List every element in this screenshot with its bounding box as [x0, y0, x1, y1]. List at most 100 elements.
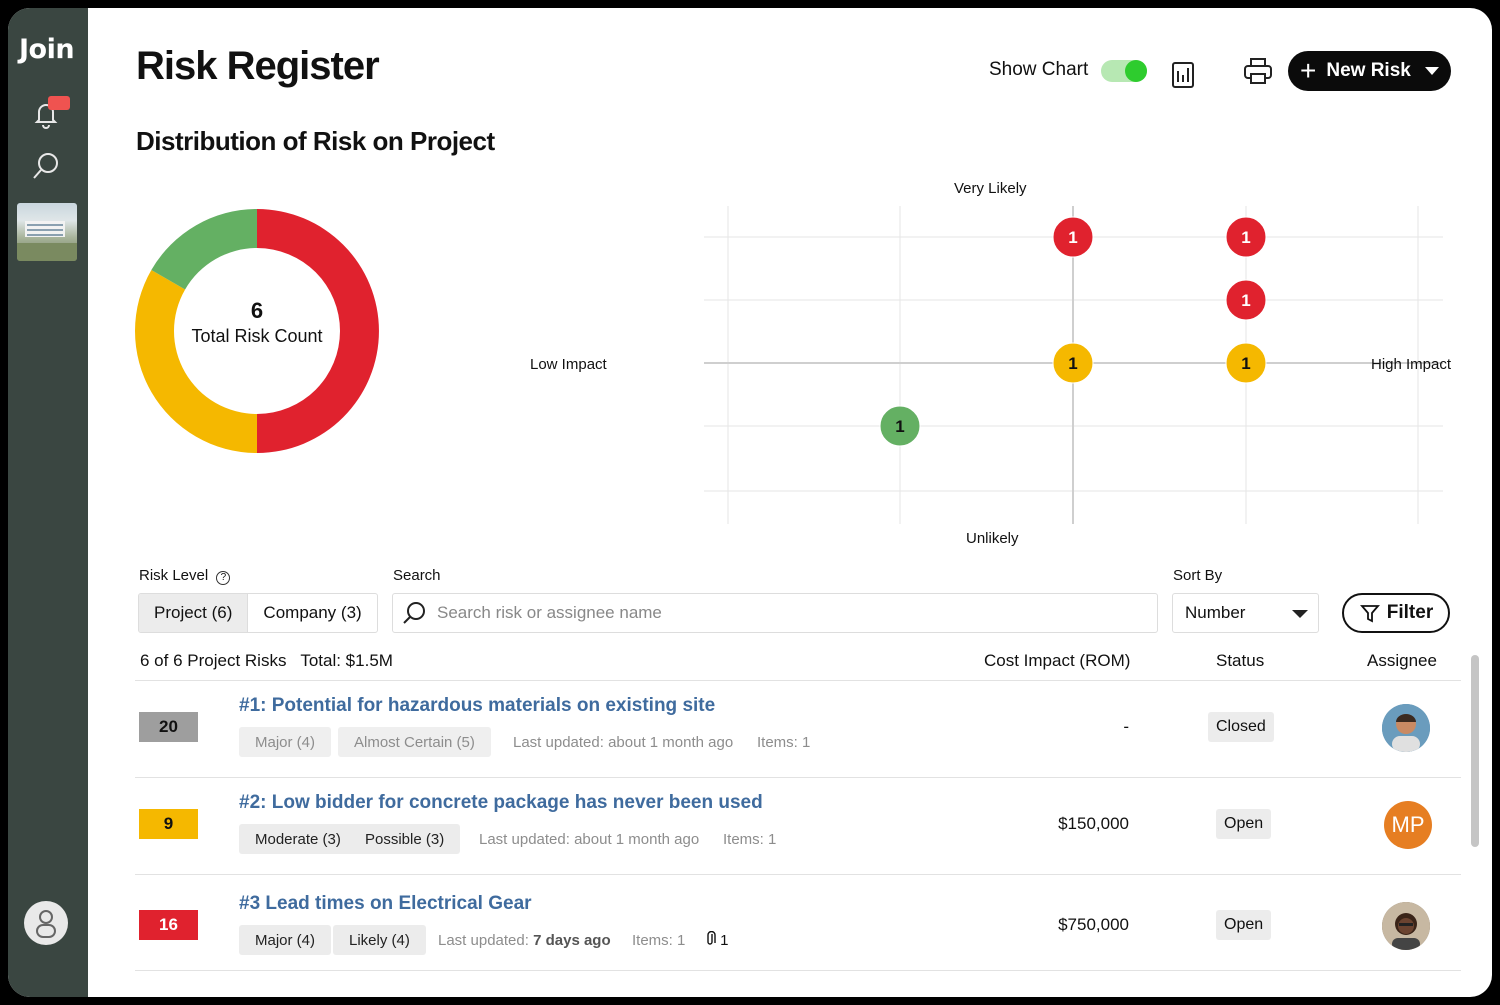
- donut-slice-1[interactable]: [135, 270, 257, 453]
- last-updated: Last updated: about 1 month ago: [479, 831, 700, 848]
- search-box: [392, 593, 1158, 633]
- impact-chip: Major (4): [239, 925, 332, 955]
- total-risk-label: Total Risk Count: [191, 326, 323, 346]
- segment-company[interactable]: Company (3): [263, 603, 362, 622]
- scrollbar[interactable]: [1471, 655, 1479, 847]
- total-risk-count: 6: [250, 298, 264, 323]
- attachment-count-value: 1: [720, 932, 729, 949]
- cost-impact: $750,000: [1058, 915, 1129, 934]
- matrix-point[interactable]: 1: [1225, 216, 1267, 258]
- y-label-bottom: Unlikely: [966, 530, 1019, 547]
- donut-svg: [135, 209, 379, 453]
- impact-chip: Major (4): [239, 727, 332, 757]
- search-label: Search: [393, 567, 441, 584]
- risk-level-text: Risk Level: [139, 567, 209, 584]
- help-icon[interactable]: ?: [216, 571, 231, 585]
- chevron-down-icon: [1292, 610, 1308, 618]
- items-count: Items: 1: [632, 932, 686, 949]
- matrix-point-label: 1: [1241, 291, 1250, 310]
- table-row[interactable]: 20 #1: Potential for hazardous materials…: [135, 681, 1461, 777]
- list-summary: 6 of 6 Project Risks Total: $1.5M: [140, 651, 393, 671]
- risk-matrix-chart: 1 1 1 1 1 1 Very Likely Unlikely Low Impact H…: [508, 168, 1468, 558]
- risk-total-text: Total: $1.5M: [300, 651, 393, 670]
- person-icon: [1382, 704, 1430, 752]
- matrix-point-marker: [1052, 216, 1094, 258]
- table-row[interactable]: 9 #2: Low bidder for concrete package ha…: [135, 778, 1461, 874]
- matrix-point[interactable]: 1: [1225, 342, 1267, 384]
- matrix-point[interactable]: 1: [1225, 279, 1267, 321]
- user-icon: [36, 910, 56, 938]
- matrix-point[interactable]: 1: [1052, 216, 1094, 258]
- person-icon: [1382, 902, 1430, 950]
- last-updated-prefix: Last updated:: [438, 932, 529, 949]
- sort-label: Sort By: [1173, 567, 1223, 584]
- toggle-knob: [1125, 60, 1147, 82]
- risk-score: 16: [139, 910, 198, 940]
- col-cost-header: Cost Impact (ROM): [984, 651, 1131, 670]
- divider: [135, 874, 1461, 875]
- last-updated: Last updated: 7 days ago: [438, 932, 611, 949]
- sort-value: Number: [1185, 603, 1246, 622]
- search-input[interactable]: [437, 603, 1087, 623]
- segment-project[interactable]: Project (6): [139, 594, 249, 632]
- risk-title-link[interactable]: #3 Lead times on Electrical Gear: [239, 893, 532, 914]
- col-status-header: Status: [1216, 651, 1265, 670]
- last-updated: Last updated: about 1 month ago: [513, 734, 734, 751]
- matrix-point-marker: [1052, 342, 1094, 384]
- chevron-down-icon[interactable]: [1424, 67, 1439, 75]
- project-thumbnail[interactable]: [17, 203, 77, 261]
- user-avatar[interactable]: [24, 901, 68, 945]
- page-title: Risk Register: [136, 44, 380, 88]
- divider: [135, 680, 1461, 681]
- donut-slice-2[interactable]: [151, 209, 257, 290]
- matrix-point-label: 1: [1241, 354, 1250, 373]
- paperclip-icon: [707, 930, 716, 945]
- show-chart-label: Show Chart: [989, 59, 1089, 80]
- risk-level-label: Risk Level ?: [139, 567, 231, 585]
- divider: [135, 970, 1461, 971]
- risk-score: 20: [139, 712, 198, 742]
- status-badge: Closed: [1208, 712, 1274, 742]
- risk-score: 9: [139, 809, 198, 839]
- assignee-avatar[interactable]: MP: [1384, 801, 1432, 849]
- y-label-top: Very Likely: [954, 180, 1027, 197]
- show-chart-toggle[interactable]: [1101, 60, 1147, 82]
- search-icon[interactable]: [30, 150, 62, 182]
- status-badge: Open: [1216, 910, 1272, 940]
- assignee-avatar[interactable]: [1382, 704, 1430, 752]
- donut-center: 6 Total Risk Count: [134, 298, 380, 347]
- matrix-point[interactable]: 1: [1052, 342, 1094, 384]
- assignee-avatar[interactable]: [1382, 902, 1430, 950]
- matrix-point-marker: [1225, 216, 1267, 258]
- notification-badge: [48, 96, 70, 110]
- report-icon[interactable]: [1166, 58, 1200, 92]
- print-icon[interactable]: [1241, 54, 1275, 88]
- divider: [135, 777, 1461, 778]
- col-assignee-header: Assignee: [1367, 651, 1437, 670]
- items-count: Items: 1: [757, 734, 811, 751]
- risk-title-link[interactable]: #1: Potential for hazardous materials on…: [239, 695, 716, 716]
- risk-title-link[interactable]: #2: Low bidder for concrete package has …: [239, 792, 763, 813]
- table-row[interactable]: 16 #3 Lead times on Electrical Gear Majo…: [135, 875, 1461, 971]
- app-logo[interactable]: Join: [19, 34, 75, 65]
- new-risk-button[interactable]: + New Risk: [1288, 51, 1451, 91]
- matrix-point-label: 1: [1241, 228, 1250, 247]
- filter-label: Filter: [1386, 602, 1434, 623]
- cost-impact: $150,000: [1058, 814, 1129, 833]
- matrix-point-label: 1: [895, 417, 904, 436]
- matrix-point-marker: [1225, 279, 1267, 321]
- main-content: Risk Register Show Chart + New Risk Dist…: [88, 8, 1492, 997]
- matrix-point-marker: [879, 405, 921, 447]
- donut-slice-0[interactable]: [257, 209, 379, 453]
- filter-button[interactable]: Filter: [1342, 593, 1450, 633]
- chart-section-title: Distribution of Risk on Project: [136, 126, 495, 156]
- search-icon: [403, 602, 425, 624]
- matrix-point[interactable]: 1: [879, 405, 921, 447]
- sort-select[interactable]: Number: [1172, 593, 1319, 633]
- new-risk-label: New Risk: [1326, 60, 1411, 81]
- risk-donut-chart: 6 Total Risk Count: [134, 208, 380, 454]
- cost-impact: -: [1123, 717, 1129, 736]
- filter-icon: [1359, 605, 1380, 623]
- matrix-point-label: 1: [1068, 228, 1077, 247]
- likelihood-chip: Possible (3): [349, 824, 461, 854]
